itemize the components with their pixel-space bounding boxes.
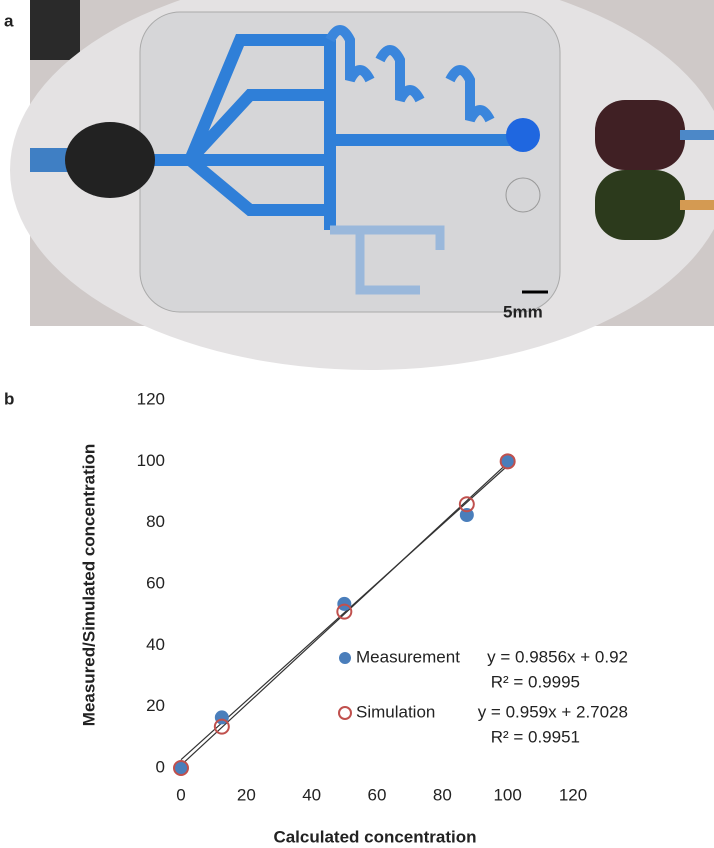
x-tick-label: 120 bbox=[559, 785, 587, 804]
legend-marker bbox=[339, 652, 351, 664]
trendline bbox=[180, 462, 509, 766]
trendline-equation: y = 0.9856x + 0.92 bbox=[487, 647, 628, 666]
x-tick-label: 0 bbox=[176, 785, 185, 804]
data-point bbox=[173, 760, 189, 776]
y-tick-label: 0 bbox=[156, 757, 165, 776]
trendline-equation: y = 0.959x + 2.7028 bbox=[478, 702, 628, 721]
scale-bar-label: 5mm bbox=[503, 302, 543, 321]
legend-label: Simulation bbox=[356, 702, 435, 721]
trendline-r-squared: R² = 0.9951 bbox=[491, 727, 580, 746]
data-point bbox=[459, 508, 474, 522]
trendline bbox=[180, 465, 509, 761]
y-tick-label: 80 bbox=[146, 512, 165, 531]
x-tick-label: 60 bbox=[368, 785, 387, 804]
y-tick-label: 40 bbox=[146, 635, 165, 654]
legend-marker bbox=[338, 706, 352, 720]
data-point bbox=[500, 454, 515, 469]
device-photo bbox=[10, 0, 714, 370]
y-tick-label: 60 bbox=[146, 573, 165, 592]
x-tick-label: 40 bbox=[302, 785, 321, 804]
panel-label: a bbox=[4, 11, 14, 30]
x-tick-label: 100 bbox=[493, 785, 521, 804]
data-point bbox=[174, 761, 188, 775]
trendline-r-squared: R² = 0.9995 bbox=[491, 672, 580, 691]
panel-label: b bbox=[4, 389, 14, 408]
data-point bbox=[336, 603, 353, 620]
data-point bbox=[458, 496, 475, 513]
y-tick-label: 100 bbox=[137, 451, 165, 470]
data-point bbox=[499, 453, 516, 470]
x-tick-label: 20 bbox=[237, 785, 256, 804]
legend-label: Measurement bbox=[356, 647, 460, 666]
y-axis-title: Measured/Simulated concentration bbox=[79, 444, 98, 726]
x-axis-title: Calculated concentration bbox=[273, 827, 476, 846]
y-tick-label: 20 bbox=[146, 696, 165, 715]
x-tick-label: 80 bbox=[433, 785, 452, 804]
data-point bbox=[213, 718, 230, 735]
y-tick-label: 120 bbox=[137, 389, 165, 408]
